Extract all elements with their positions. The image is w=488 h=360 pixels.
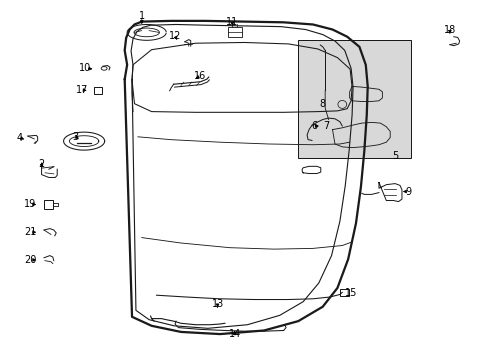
Text: 1: 1 [139, 11, 144, 21]
Text: 13: 13 [211, 299, 224, 309]
Text: 20: 20 [24, 255, 37, 265]
Text: 3: 3 [73, 132, 79, 142]
Bar [94, 87, 102, 94]
Text: 2: 2 [39, 159, 44, 169]
Bar [298, 40, 410, 158]
Text: 7: 7 [323, 121, 329, 131]
Bar [339, 289, 348, 296]
Text: 14: 14 [228, 329, 241, 339]
Text: 11: 11 [225, 17, 238, 27]
Text: 5: 5 [391, 150, 397, 161]
Text: 17: 17 [76, 85, 88, 95]
Text: 21: 21 [24, 227, 37, 237]
Text: 8: 8 [319, 99, 325, 109]
Text: 4: 4 [17, 132, 22, 143]
Text: 12: 12 [168, 31, 181, 41]
Text: 18: 18 [443, 24, 455, 35]
Text: 6: 6 [311, 121, 317, 131]
Text: 16: 16 [194, 71, 206, 81]
Text: 15: 15 [344, 288, 357, 298]
Text: 19: 19 [24, 199, 37, 210]
Bar [44, 200, 53, 209]
Text: 10: 10 [79, 63, 92, 73]
Text: 9: 9 [405, 186, 410, 197]
Bar [227, 27, 241, 37]
